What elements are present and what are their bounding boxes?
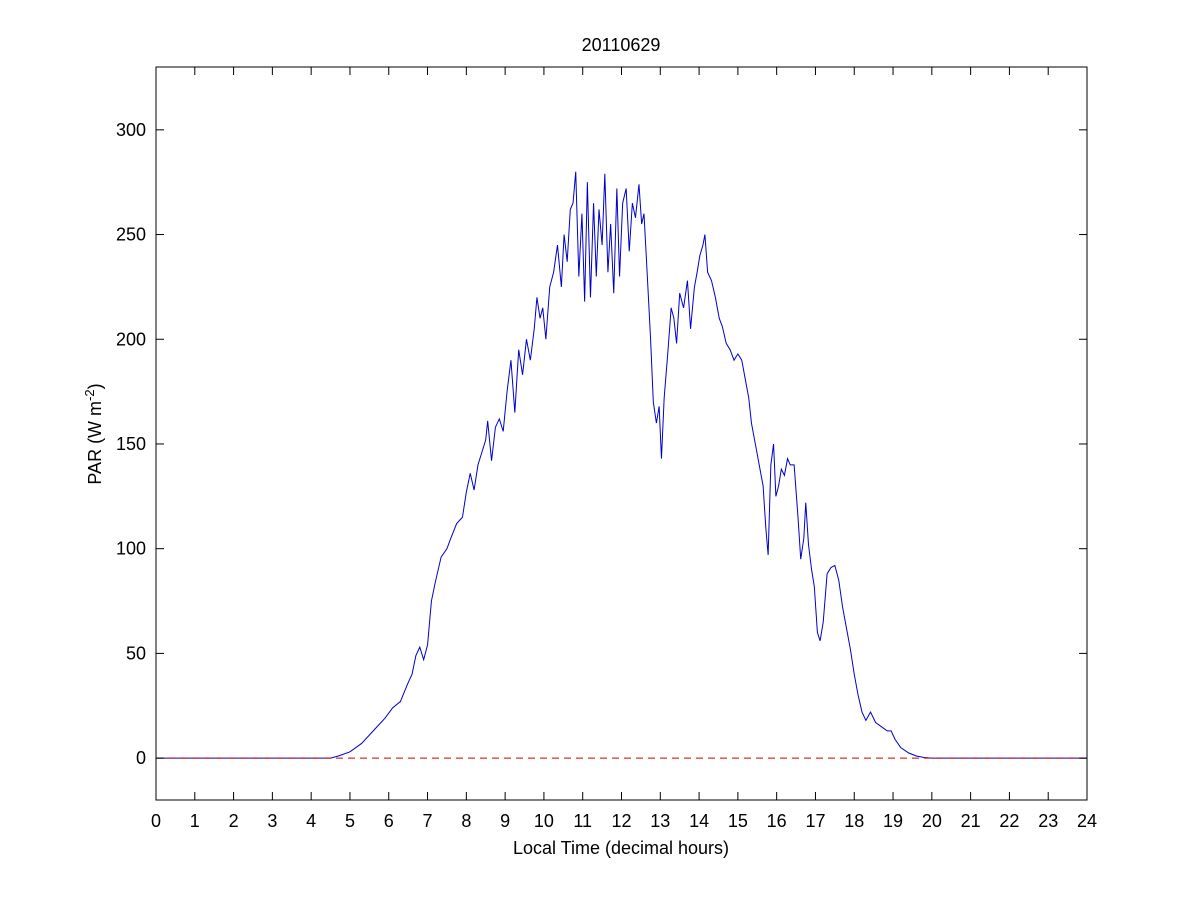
par-series-line [156, 171, 1087, 759]
y-axis-label: PAR (W m-2) [82, 383, 105, 484]
x-tick-label: 19 [883, 811, 903, 831]
x-tick-label: 17 [805, 811, 825, 831]
y-tick-label: 200 [116, 329, 146, 349]
y-axis-ticks: 0 50 100 150 200 250 300 [116, 120, 1087, 768]
x-tick-label: 8 [461, 811, 471, 831]
x-tick-label: 23 [1038, 811, 1058, 831]
x-tick-label: 9 [500, 811, 510, 831]
x-tick-label: 5 [345, 811, 355, 831]
y-axis-label-main: PAR (W m [85, 401, 105, 485]
x-tick-label: 0 [151, 811, 161, 831]
x-tick-label: 13 [650, 811, 670, 831]
y-tick-label: 100 [116, 539, 146, 559]
x-tick-label: 3 [267, 811, 277, 831]
x-tick-label: 22 [999, 811, 1019, 831]
y-tick-label: 50 [126, 643, 146, 663]
y-axis-label-exponent: -2 [82, 389, 97, 401]
y-tick-label: 250 [116, 225, 146, 245]
x-tick-label: 24 [1077, 811, 1097, 831]
x-tick-label: 12 [611, 811, 631, 831]
x-tick-label: 6 [384, 811, 394, 831]
y-tick-label: 0 [136, 748, 146, 768]
y-tick-label: 150 [116, 434, 146, 454]
x-tick-label: 18 [844, 811, 864, 831]
series-layer [156, 171, 1087, 759]
y-tick-label: 300 [116, 120, 146, 140]
x-tick-label: 20 [922, 811, 942, 831]
x-axis-label: Local Time (decimal hours) [513, 838, 729, 858]
x-tick-label: 16 [767, 811, 787, 831]
x-tick-label: 14 [689, 811, 709, 831]
x-tick-label: 10 [534, 811, 554, 831]
x-tick-label: 7 [423, 811, 433, 831]
x-tick-label: 4 [306, 811, 316, 831]
x-tick-label: 21 [961, 811, 981, 831]
x-tick-label: 15 [728, 811, 748, 831]
chart-title: 20110629 [582, 35, 661, 55]
x-tick-label: 1 [190, 811, 200, 831]
x-tick-label: 2 [229, 811, 239, 831]
y-axis-label-close: ) [85, 383, 105, 389]
x-axis-ticks: 0 1 2 3 4 5 6 7 8 9 10 11 12 13 14 15 16 17 18 19 20 21 22 23 24 [151, 67, 1097, 831]
x-tick-label: 11 [573, 811, 592, 831]
